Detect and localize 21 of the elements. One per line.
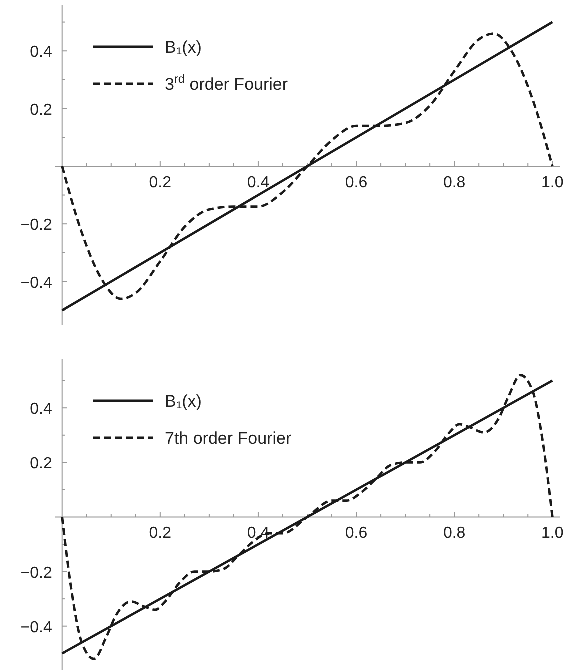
y-tick-label: −0.4	[20, 619, 52, 636]
x-tick-label: 0.6	[345, 174, 368, 192]
legend-label: B₁(x)	[165, 392, 202, 411]
y-tick-label: 0.4	[30, 401, 52, 418]
x-tick-label: 0.8	[443, 525, 466, 542]
y-tick-label: 0.4	[30, 44, 52, 62]
y-tick-label: −0.2	[20, 564, 52, 582]
y-tick-label: 0.2	[30, 456, 52, 473]
x-tick-label: 0.8	[443, 174, 466, 192]
x-tick-label: 1.0	[542, 174, 564, 192]
y-tick-label: −0.2	[20, 217, 52, 234]
x-tick-label: 0.2	[149, 525, 172, 542]
legend-label: 3$^{rd}$ order Fourier	[165, 72, 288, 94]
x-tick-label: 1.0	[542, 525, 564, 542]
legend-label: B₁(x)	[165, 38, 202, 57]
y-tick-label: 0.2	[30, 102, 52, 119]
x-tick-label: 0.6	[345, 525, 368, 542]
x-tick-label: 0.2	[149, 174, 172, 192]
x-tick-label: 0.4	[247, 174, 270, 192]
y-tick-label: −0.4	[20, 274, 52, 292]
legend-label: 7th order Fourier	[165, 429, 292, 448]
